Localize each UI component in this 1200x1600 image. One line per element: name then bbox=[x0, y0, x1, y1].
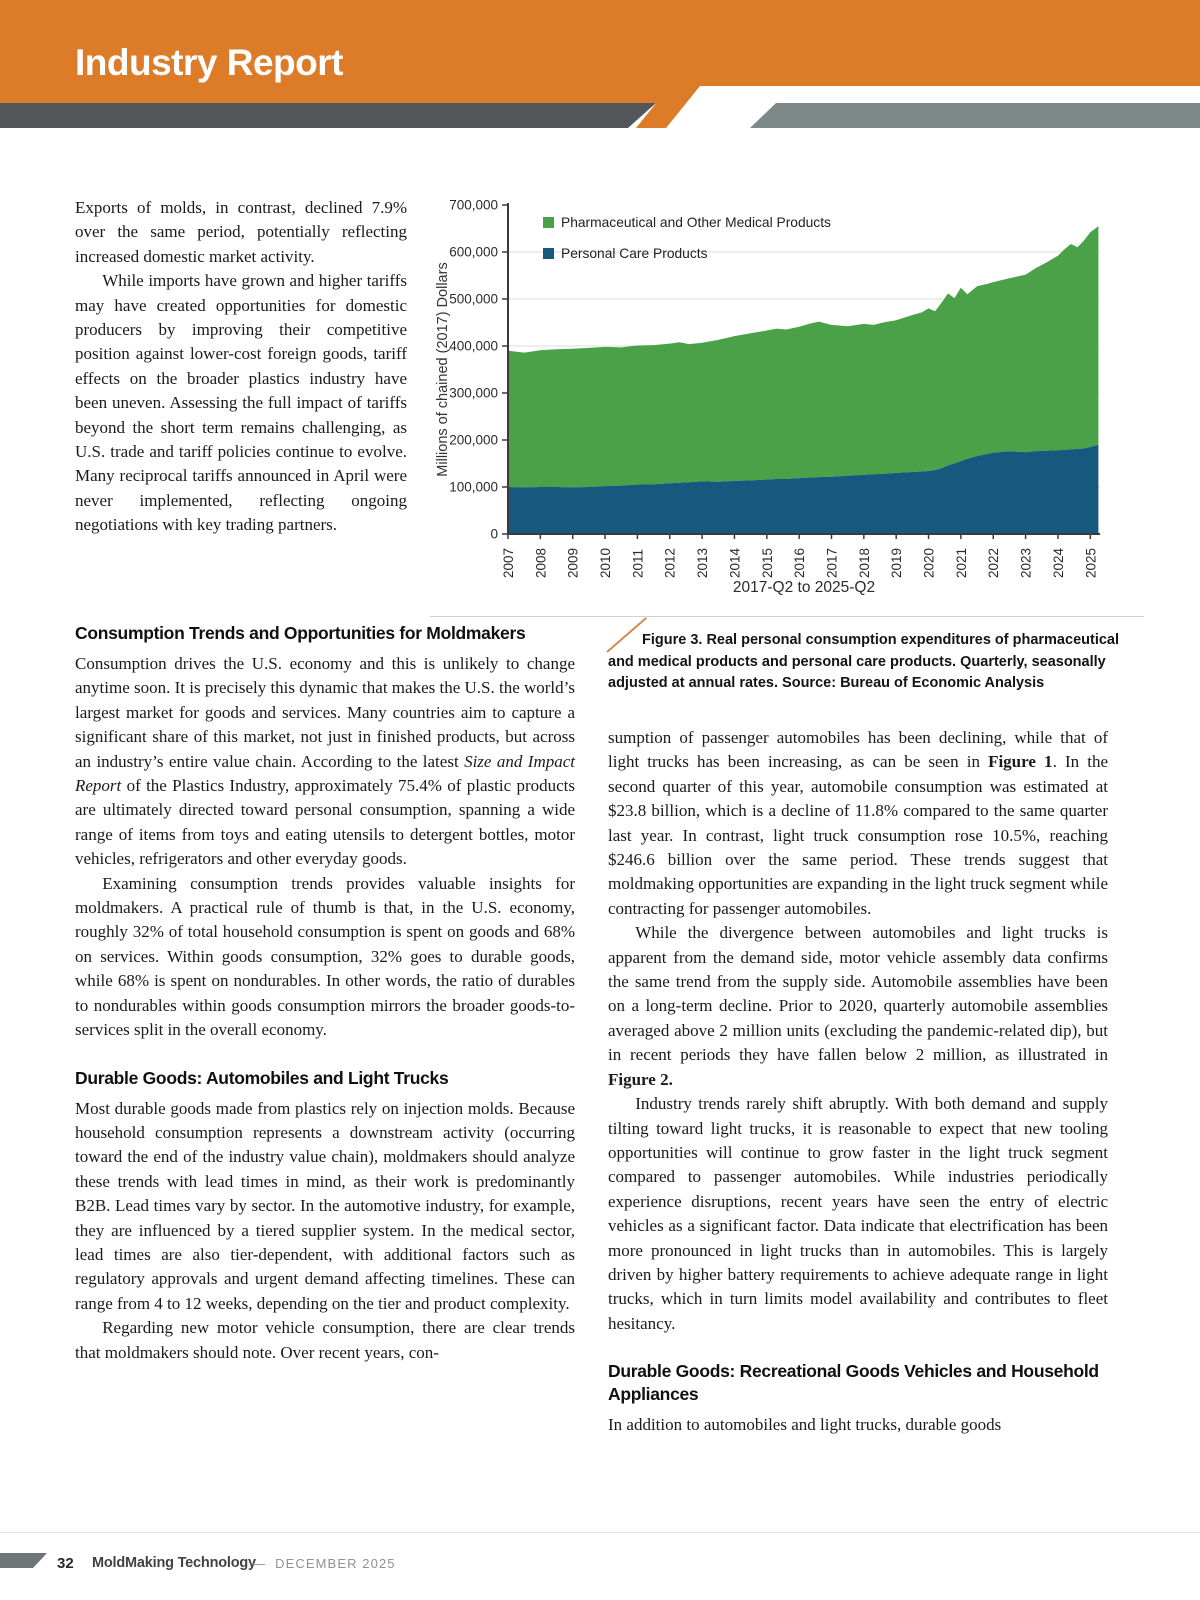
paragraph: Industry trends rarely shift abruptly. W… bbox=[608, 1094, 1108, 1333]
x-tick-label: 2015 bbox=[760, 548, 775, 578]
legend-label: Personal Care Products bbox=[561, 246, 708, 261]
y-tick-label: 600,000 bbox=[449, 245, 498, 260]
paragraph: Consumption drives the U.S. economy and … bbox=[75, 654, 575, 869]
footer-issue-date: DECEMBER 2025 bbox=[275, 1556, 396, 1571]
header-stripe-dark bbox=[0, 103, 656, 128]
x-tick-label: 2010 bbox=[598, 548, 613, 578]
x-tick-label: 2008 bbox=[533, 548, 548, 578]
footer-issue: — DECEMBER 2025 bbox=[252, 1556, 396, 1571]
header-banner bbox=[0, 0, 1200, 103]
y-tick-label: 100,000 bbox=[449, 480, 498, 495]
x-tick-label: 2009 bbox=[566, 548, 581, 578]
legend-label: Pharmaceutical and Other Medical Product… bbox=[561, 215, 831, 230]
right-column: sumption of passenger automobiles has be… bbox=[608, 726, 1108, 1438]
paragraph: Most durable goods made from plastics re… bbox=[75, 1098, 575, 1313]
paragraph: Exports of molds, in contrast, declined … bbox=[75, 198, 407, 266]
x-tick-label: 2019 bbox=[889, 548, 904, 578]
figure3-caption: Figure 3. Real personal consumption expe… bbox=[608, 632, 1119, 691]
paragraph: Regarding new motor vehicle consumption,… bbox=[75, 1318, 575, 1362]
figure-caption-separator bbox=[430, 616, 1144, 617]
x-tick-label: 2025 bbox=[1083, 548, 1098, 578]
paragraph: Examining consumption trends provides va… bbox=[75, 873, 575, 1040]
paragraph: While imports have grown and higher tari… bbox=[75, 271, 407, 535]
footer-dash: — bbox=[252, 1556, 267, 1571]
y-tick-label: 300,000 bbox=[449, 386, 498, 401]
x-tick-label: 2017 bbox=[824, 548, 839, 578]
y-tick-label: 200,000 bbox=[449, 433, 498, 448]
x-tick-label: 2014 bbox=[727, 547, 742, 578]
paragraph: In addition to automobiles and light tru… bbox=[608, 1415, 1002, 1435]
x-tick-label: 2007 bbox=[501, 548, 516, 578]
x-tick-label: 2023 bbox=[1019, 548, 1034, 578]
x-tick-label: 2016 bbox=[792, 548, 807, 578]
area-personal-care bbox=[508, 444, 1099, 534]
section-heading: Durable Goods: Automobiles and Light Tru… bbox=[75, 1067, 449, 1088]
legend-swatch bbox=[543, 248, 554, 259]
paragraph: sumption of passenger automobiles has be… bbox=[608, 728, 1108, 918]
legend-swatch bbox=[543, 217, 554, 228]
x-tick-label: 2011 bbox=[630, 549, 645, 578]
y-axis-title: Millions of chained (2017) Dollars bbox=[435, 262, 451, 476]
section-heading: Durable Goods: Recreational Goods Vehicl… bbox=[608, 1361, 1099, 1405]
y-tick-label: 700,000 bbox=[449, 198, 498, 213]
figure3-chart-wrap: 0 100,000 200,000 300,000 400,000 500,000 600,… bbox=[430, 194, 1122, 608]
x-tick-label: 2021 bbox=[954, 548, 969, 578]
footer-rule bbox=[0, 1532, 1200, 1533]
footer-page-number: 32 bbox=[57, 1555, 74, 1572]
x-tick-label: 2018 bbox=[857, 548, 872, 578]
y-tick-label: 500,000 bbox=[449, 292, 498, 307]
x-axis-title: 2017-Q2 to 2025-Q2 bbox=[733, 579, 875, 596]
footer-flag-shape bbox=[0, 1553, 47, 1568]
page-title: Industry Report bbox=[75, 42, 343, 83]
area-pharmaceutical bbox=[508, 226, 1099, 488]
x-tick-label: 2022 bbox=[986, 548, 1001, 578]
x-tick-label: 2020 bbox=[922, 548, 937, 578]
y-tick-label: 0 bbox=[490, 527, 498, 542]
footer-magazine-name: MoldMaking Technology bbox=[92, 1555, 256, 1571]
left-column: Consumption Trends and Opportunities for… bbox=[75, 622, 575, 1365]
intro-column: Exports of molds, in contrast, declined … bbox=[75, 196, 407, 538]
header-stripe-light bbox=[750, 103, 1200, 128]
section-heading: Consumption Trends and Opportunities for… bbox=[75, 623, 526, 643]
paragraph: While the divergence between automobiles… bbox=[608, 923, 1108, 1089]
y-tick-label: 400,000 bbox=[449, 339, 498, 354]
x-tick-label: 2024 bbox=[1051, 547, 1066, 578]
x-tick-label: 2013 bbox=[695, 548, 710, 578]
figure3-chart: 0 100,000 200,000 300,000 400,000 500,000 600,… bbox=[435, 198, 1100, 596]
x-tick-label: 2012 bbox=[663, 548, 678, 578]
